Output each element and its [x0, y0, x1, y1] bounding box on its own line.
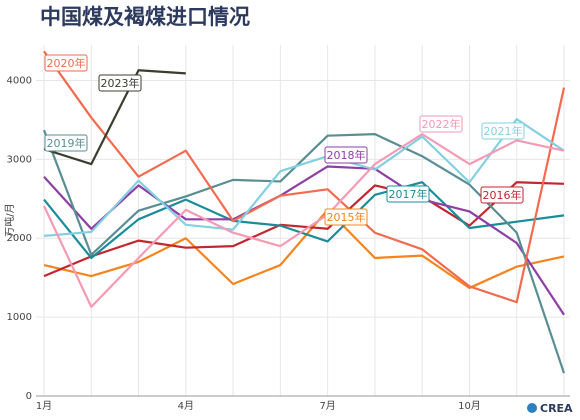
logo-icon: [527, 403, 537, 413]
x-tick-label: 4月: [178, 400, 194, 412]
series-line: [43, 69, 186, 166]
y-tick-label: 1000: [7, 312, 32, 323]
series-label-text: 2016年: [483, 188, 522, 202]
series-label: 2016年: [480, 186, 524, 204]
chart-title: 中国煤及褐煤进口情况: [40, 5, 250, 29]
y-tick-label: 2000: [7, 233, 32, 244]
series-label-text: 2019年: [47, 136, 86, 150]
series-label-text: 2018年: [327, 148, 366, 162]
series-label-box: [44, 134, 88, 152]
series-label-box: [419, 115, 463, 133]
series-label: 2020年: [44, 54, 88, 72]
series-label-text: 2020年: [47, 56, 86, 70]
series-label: 2018年: [324, 146, 368, 164]
series-line: [42, 129, 566, 374]
series-label: 2022年: [419, 115, 463, 133]
logo-text: CREA: [540, 402, 573, 415]
series-label: 2015年: [324, 208, 368, 226]
y-axis-label: 万吨/月: [3, 203, 16, 236]
y-tick-label: 4000: [7, 75, 32, 86]
series-label-box: [324, 208, 368, 226]
series-label-text: 2023年: [101, 76, 140, 90]
series-label: 2019年: [44, 134, 88, 152]
series-label-box: [481, 122, 525, 140]
series-line: [43, 165, 565, 316]
series-label-box: [98, 74, 142, 92]
series-label-box: [480, 186, 524, 204]
series-line: [43, 181, 565, 278]
y-tick-label: 0: [26, 391, 32, 402]
series-label-text: 2015年: [327, 210, 366, 224]
y-tick-label: 3000: [7, 154, 32, 165]
series-label: 2021年: [481, 122, 525, 140]
logo: CREA: [527, 402, 573, 415]
series-line: [43, 181, 565, 260]
series-label-text: 2017年: [389, 187, 428, 201]
series-label-box: [44, 54, 88, 72]
series-label-box: [324, 146, 368, 164]
series-line: [43, 118, 565, 237]
series-label-text: 2022年: [422, 117, 461, 131]
series-label-text: 2021年: [484, 124, 523, 138]
series-label: 2023年: [98, 74, 142, 92]
x-tick-label: 7月: [319, 400, 335, 412]
series-label-box: [386, 185, 430, 203]
x-tick-label: 1月: [36, 400, 52, 412]
series-label: 2017年: [386, 185, 430, 203]
series-line: [43, 208, 565, 290]
x-tick-label: 10月: [458, 400, 481, 412]
series-line: [43, 133, 565, 308]
series-line: [43, 50, 566, 304]
